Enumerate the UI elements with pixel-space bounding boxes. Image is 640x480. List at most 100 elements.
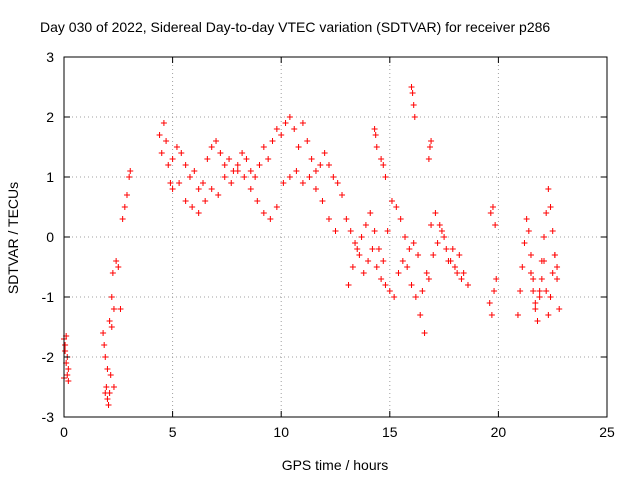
x-tick-label: 5 (169, 424, 177, 440)
data-point (213, 138, 220, 144)
data-point (491, 288, 498, 294)
data-point (186, 174, 193, 180)
data-point (419, 288, 426, 294)
data-point (291, 126, 298, 132)
data-point (530, 288, 537, 294)
data-point (286, 174, 293, 180)
data-point (458, 276, 465, 282)
data-point (260, 210, 267, 216)
data-point (434, 240, 441, 246)
data-point (64, 372, 71, 378)
data-point (119, 216, 126, 222)
data-point (339, 192, 346, 198)
data-point (62, 348, 69, 354)
data-point (411, 114, 418, 120)
data-point (325, 162, 332, 168)
data-point (334, 180, 341, 186)
data-point (519, 264, 526, 270)
data-point (65, 378, 72, 384)
data-point (110, 384, 117, 390)
data-point (226, 156, 233, 162)
data-point (156, 132, 163, 138)
data-point (241, 174, 248, 180)
data-point (113, 258, 120, 264)
data-point (406, 246, 413, 252)
data-point (492, 222, 499, 228)
data-point (541, 258, 548, 264)
data-point (247, 186, 254, 192)
data-point (464, 282, 471, 288)
data-point (217, 150, 224, 156)
data-point (517, 288, 524, 294)
data-point (545, 312, 552, 318)
data-point (410, 240, 417, 246)
data-point (349, 264, 356, 270)
data-point (391, 294, 398, 300)
data-point (252, 174, 259, 180)
data-point (286, 114, 293, 120)
data-point (343, 216, 350, 222)
data-point (525, 228, 532, 234)
data-point (169, 186, 176, 192)
data-point (538, 276, 545, 282)
data-point (543, 288, 550, 294)
data-point (103, 384, 110, 390)
data-point (438, 228, 445, 234)
data-series (61, 84, 563, 408)
data-point (208, 186, 215, 192)
data-point (488, 312, 495, 318)
data-point (536, 288, 543, 294)
data-point (428, 138, 435, 144)
data-point (426, 144, 433, 150)
data-point (330, 174, 337, 180)
data-point (460, 270, 467, 276)
data-point (321, 150, 328, 156)
data-point (486, 300, 493, 306)
data-point (378, 156, 385, 162)
data-point (234, 162, 241, 168)
chart-title: Day 030 of 2022, Sidereal Day-to-day VTE… (40, 19, 550, 35)
data-point (332, 228, 339, 234)
data-point (182, 162, 189, 168)
data-point (556, 306, 563, 312)
data-point (372, 132, 379, 138)
data-point (195, 210, 202, 216)
data-point (306, 174, 313, 180)
data-point (312, 186, 319, 192)
data-point (228, 180, 235, 186)
data-point (534, 318, 541, 324)
data-point (356, 252, 363, 258)
data-point (456, 252, 463, 258)
data-point (208, 144, 215, 150)
data-point (521, 240, 528, 246)
data-point (178, 150, 185, 156)
data-point (395, 270, 402, 276)
data-point (451, 264, 458, 270)
data-point (551, 252, 558, 258)
data-point (425, 156, 432, 162)
data-point (282, 120, 289, 126)
data-point (408, 282, 415, 288)
data-point (545, 186, 552, 192)
data-point (308, 156, 315, 162)
data-point (100, 330, 107, 336)
data-point (415, 252, 422, 258)
data-point (189, 204, 196, 210)
data-point (221, 162, 228, 168)
data-point (325, 216, 332, 222)
data-point (102, 354, 109, 360)
y-tick-label: -3 (42, 409, 55, 425)
data-point (123, 192, 130, 198)
data-point (273, 204, 280, 210)
data-point (530, 276, 537, 282)
data-point (373, 264, 380, 270)
data-point (158, 150, 165, 156)
data-point (449, 246, 456, 252)
data-point (269, 138, 276, 144)
data-point (317, 162, 324, 168)
x-tick-label: 20 (491, 424, 507, 440)
x-tick-label: 10 (273, 424, 289, 440)
data-point (160, 120, 167, 126)
data-point (243, 156, 250, 162)
data-point (423, 270, 430, 276)
